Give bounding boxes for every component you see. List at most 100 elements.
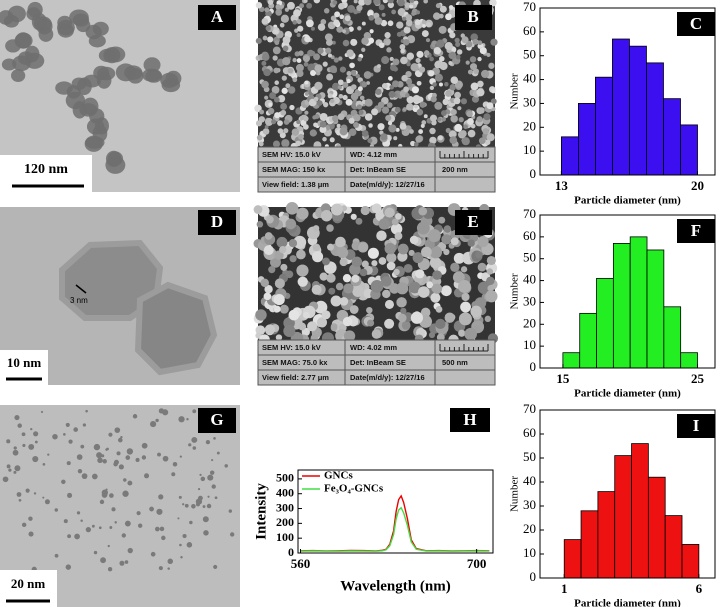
grain bbox=[337, 113, 345, 121]
y-tick-label: 10 bbox=[523, 142, 536, 157]
grain bbox=[465, 60, 470, 65]
particle bbox=[93, 550, 98, 555]
grain bbox=[393, 136, 398, 141]
grain bbox=[402, 107, 407, 112]
y-axis-label: Intensity bbox=[253, 483, 269, 540]
particle bbox=[199, 473, 202, 477]
grain bbox=[405, 93, 410, 98]
grain bbox=[329, 137, 335, 143]
particle bbox=[74, 533, 80, 540]
grain bbox=[338, 3, 345, 10]
y-tick-label: 60 bbox=[523, 425, 536, 440]
particle bbox=[118, 464, 124, 470]
grain bbox=[414, 19, 421, 26]
grain bbox=[312, 251, 324, 263]
y-tick-label: 60 bbox=[523, 23, 536, 38]
grain bbox=[467, 129, 476, 138]
y-tick-label: 70 bbox=[523, 0, 536, 14]
grain bbox=[327, 53, 333, 58]
panel-label-box bbox=[198, 408, 236, 433]
grain bbox=[265, 215, 274, 224]
grain bbox=[350, 92, 359, 101]
bar bbox=[646, 249, 665, 369]
grain bbox=[331, 40, 336, 45]
particle bbox=[91, 524, 95, 528]
grain bbox=[337, 85, 342, 90]
grain bbox=[349, 62, 355, 69]
bar bbox=[631, 443, 649, 579]
grain bbox=[408, 281, 421, 294]
x-axis-label: Particle diameter (nm) bbox=[574, 195, 681, 207]
grain bbox=[307, 63, 316, 72]
grain bbox=[304, 80, 309, 85]
y-tick-label: 50 bbox=[523, 47, 536, 62]
grain bbox=[271, 119, 277, 125]
grain bbox=[346, 49, 354, 58]
particle bbox=[171, 472, 176, 477]
particle bbox=[33, 431, 39, 437]
grain bbox=[345, 98, 353, 106]
grain bbox=[415, 269, 425, 279]
particle bbox=[177, 517, 180, 520]
bar bbox=[663, 98, 681, 176]
bar bbox=[663, 306, 682, 369]
grain bbox=[296, 32, 301, 38]
panel-label-box bbox=[198, 210, 236, 235]
grain bbox=[258, 141, 264, 147]
x-tick-label: 15 bbox=[556, 371, 570, 386]
grain bbox=[418, 66, 426, 73]
particle bbox=[72, 13, 90, 27]
scale-label: 120 nm bbox=[24, 162, 68, 177]
grain bbox=[322, 136, 327, 142]
grain bbox=[387, 75, 393, 81]
grain bbox=[310, 69, 317, 77]
grain bbox=[333, 19, 340, 26]
grain bbox=[368, 123, 373, 128]
grain bbox=[425, 22, 431, 27]
y-tick-label: 30 bbox=[523, 497, 536, 512]
grain bbox=[381, 276, 392, 287]
sem-info: SEM HV: 15.0 kV WD: 4.02 mm SEM MAG: 75.0 … bbox=[257, 339, 496, 386]
grain bbox=[334, 11, 341, 18]
grain bbox=[431, 283, 443, 294]
grain bbox=[336, 26, 344, 33]
grain bbox=[369, 29, 374, 34]
particle bbox=[122, 490, 129, 497]
grain bbox=[421, 120, 427, 125]
grain bbox=[265, 25, 271, 31]
grain bbox=[306, 2, 313, 9]
grain bbox=[470, 123, 476, 129]
grain bbox=[381, 56, 390, 65]
panel-label-box bbox=[455, 210, 492, 235]
particle bbox=[115, 63, 136, 82]
grain bbox=[435, 3, 441, 9]
grain bbox=[363, 0, 372, 6]
grain bbox=[399, 122, 407, 130]
grain bbox=[335, 236, 346, 248]
particle bbox=[126, 448, 134, 455]
grain bbox=[322, 102, 329, 108]
grain bbox=[274, 278, 285, 289]
grain bbox=[264, 232, 273, 240]
particle bbox=[157, 452, 161, 457]
grain bbox=[429, 136, 437, 145]
particle bbox=[102, 459, 107, 464]
grain bbox=[361, 21, 366, 26]
grain bbox=[454, 37, 460, 43]
particle bbox=[77, 468, 83, 474]
grain bbox=[378, 257, 387, 265]
bar bbox=[646, 62, 664, 176]
particle bbox=[44, 499, 50, 505]
particle bbox=[125, 455, 131, 460]
grain bbox=[384, 207, 395, 218]
grain bbox=[450, 115, 458, 123]
sem-info-text: View field: 2.77 μm bbox=[262, 373, 329, 382]
grain bbox=[346, 70, 352, 76]
particle bbox=[145, 69, 163, 83]
particle bbox=[54, 508, 59, 512]
grain bbox=[423, 114, 428, 119]
grain bbox=[490, 98, 497, 105]
particle bbox=[109, 526, 113, 529]
grain bbox=[419, 101, 426, 108]
grain bbox=[388, 90, 396, 98]
